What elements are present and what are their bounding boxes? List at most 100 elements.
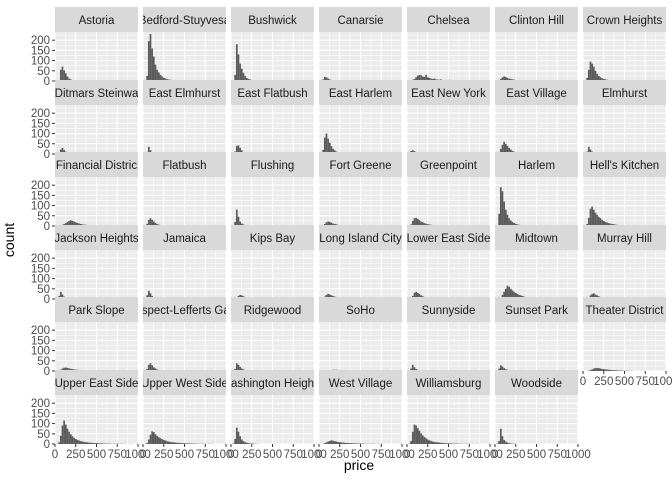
histogram-bar	[64, 73, 67, 81]
histogram-bar	[601, 368, 603, 371]
facet-panel: Canarsie	[318, 7, 403, 82]
histogram-bar	[612, 370, 615, 371]
histogram-bar	[84, 442, 87, 444]
histogram-bar	[413, 292, 416, 299]
facet-strip-label: Clinton Hill	[509, 15, 564, 27]
facet-strip-label: Flatbush	[162, 160, 206, 172]
facet-panel: Clinton Hill	[494, 7, 579, 82]
histogram-bar	[599, 368, 602, 371]
histogram-bar	[146, 442, 148, 444]
histogram-bar	[151, 48, 153, 81]
facet-strip	[143, 80, 226, 105]
histogram-bar	[499, 187, 502, 226]
x-tick-label: 250	[330, 449, 349, 461]
histogram-bar	[415, 291, 417, 299]
facet-strip-label: Jamaica	[163, 233, 206, 245]
histogram-bar	[415, 368, 417, 371]
facet-panel: ospect-Lefferts Gar	[142, 297, 227, 372]
histogram-bar	[325, 77, 328, 81]
histogram-bar	[498, 440, 500, 444]
facet-strip	[143, 7, 226, 32]
histogram-bar	[244, 75, 246, 81]
histogram-bar	[79, 223, 82, 226]
histogram-bar	[146, 223, 148, 226]
histogram-bar	[323, 443, 326, 444]
facet-strip-label: Harlem	[518, 160, 555, 172]
histogram-bar	[59, 149, 62, 154]
histogram-bar	[149, 218, 152, 226]
facet-strip	[495, 225, 578, 250]
histogram-bar	[504, 441, 507, 444]
histogram-bar	[64, 367, 67, 371]
facet-strip	[583, 225, 666, 250]
histogram-bar	[68, 431, 70, 444]
histogram-bar	[332, 223, 334, 226]
histogram-bar	[503, 76, 505, 81]
histogram-bar	[240, 68, 243, 81]
x-tick-label: 500	[87, 449, 106, 461]
histogram-bar	[240, 439, 243, 444]
facet-strip	[319, 370, 402, 395]
histogram-bar	[440, 442, 442, 444]
histogram-bar	[66, 367, 69, 371]
histogram-bar	[66, 76, 69, 81]
histogram-bar	[152, 56, 155, 81]
histogram-bar	[157, 437, 160, 444]
histogram-bar	[589, 370, 592, 371]
histogram-bar	[325, 222, 328, 226]
facet-panel: Chelsea	[406, 7, 491, 82]
histogram-bar	[237, 54, 240, 81]
histogram-bar	[182, 443, 185, 444]
histogram-bar	[235, 427, 238, 444]
histogram-bar	[504, 143, 507, 154]
y-tick-label: 50	[37, 211, 50, 223]
x-tick-label: 0	[228, 449, 234, 461]
facet-strip	[583, 80, 666, 105]
histogram-bar	[599, 77, 602, 81]
histogram-bar	[433, 441, 436, 444]
facet-strip-label: Bedford-Stuyvesa	[139, 15, 231, 27]
histogram-bar	[154, 368, 157, 371]
histogram-bar	[147, 146, 150, 154]
histogram-bar	[86, 442, 89, 444]
histogram-bar	[596, 73, 598, 81]
facet-panel: Flatbush	[142, 152, 227, 227]
histogram-bar	[511, 221, 514, 226]
facet-strip-label: Sunnyside	[422, 305, 476, 317]
histogram-bar	[415, 77, 417, 81]
histogram-bar	[445, 443, 447, 444]
histogram-bar	[177, 442, 180, 444]
histogram-bar	[443, 443, 446, 444]
histogram-bar	[499, 78, 502, 81]
facet-strip	[407, 225, 490, 250]
histogram-bar	[235, 363, 238, 371]
facet-strip-label: Elmhurst	[602, 88, 648, 100]
histogram-bar	[594, 368, 597, 371]
histogram-bar	[249, 443, 251, 444]
histogram-bar	[147, 290, 150, 299]
x-tick-label: 500	[351, 449, 370, 461]
histogram-bar	[239, 221, 241, 226]
histogram-bar	[239, 436, 241, 444]
facet-strip	[143, 225, 226, 250]
histogram-bar	[71, 220, 74, 226]
y-tick-label: 200	[31, 253, 50, 265]
histogram-bar	[234, 368, 236, 371]
histogram-bar	[327, 78, 329, 81]
histogram-bar	[151, 431, 153, 444]
histogram-bar	[239, 63, 241, 81]
histogram-bar	[335, 441, 338, 444]
facet-strip-label: Crown Heights	[587, 15, 663, 27]
histogram-bar	[59, 291, 62, 299]
histogram-bar	[423, 437, 426, 444]
histogram-bar	[425, 74, 427, 81]
facet-panel: Ridgewood	[230, 297, 315, 372]
facet-strip	[407, 297, 490, 322]
histogram-bar	[594, 70, 597, 81]
histogram-bar	[596, 367, 598, 371]
histogram-bar	[503, 439, 505, 444]
histogram-bar	[503, 201, 505, 226]
histogram-bar	[513, 222, 515, 226]
